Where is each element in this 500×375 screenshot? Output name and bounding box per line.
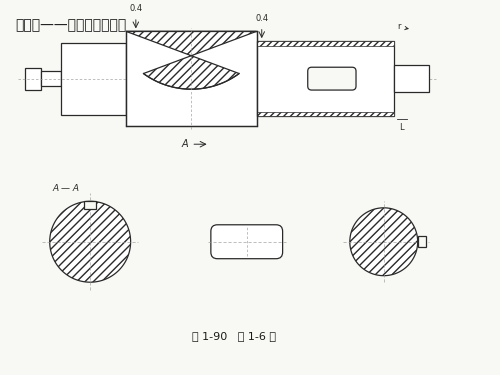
Text: r: r <box>397 22 408 32</box>
Text: L: L <box>398 123 404 132</box>
Text: 0.4: 0.4 <box>255 14 268 23</box>
Bar <box>256 41 394 116</box>
FancyBboxPatch shape <box>308 67 356 90</box>
Bar <box>126 32 256 126</box>
Bar <box>61 43 126 114</box>
Polygon shape <box>84 201 96 209</box>
Polygon shape <box>126 32 256 89</box>
Text: 第一章——分析结构工艺性: 第一章——分析结构工艺性 <box>15 19 126 33</box>
Polygon shape <box>50 201 130 282</box>
Bar <box>41 72 61 86</box>
Text: A: A <box>182 139 188 149</box>
Polygon shape <box>256 112 394 116</box>
FancyBboxPatch shape <box>211 225 282 259</box>
Polygon shape <box>256 41 394 46</box>
Text: 0.4: 0.4 <box>130 4 142 13</box>
Text: 图 1-90   题 1-6 图: 图 1-90 题 1-6 图 <box>192 332 276 341</box>
Bar <box>25 68 41 90</box>
Polygon shape <box>350 208 418 276</box>
Bar <box>394 65 430 92</box>
Polygon shape <box>418 236 426 247</box>
Text: A — A: A — A <box>53 184 80 194</box>
